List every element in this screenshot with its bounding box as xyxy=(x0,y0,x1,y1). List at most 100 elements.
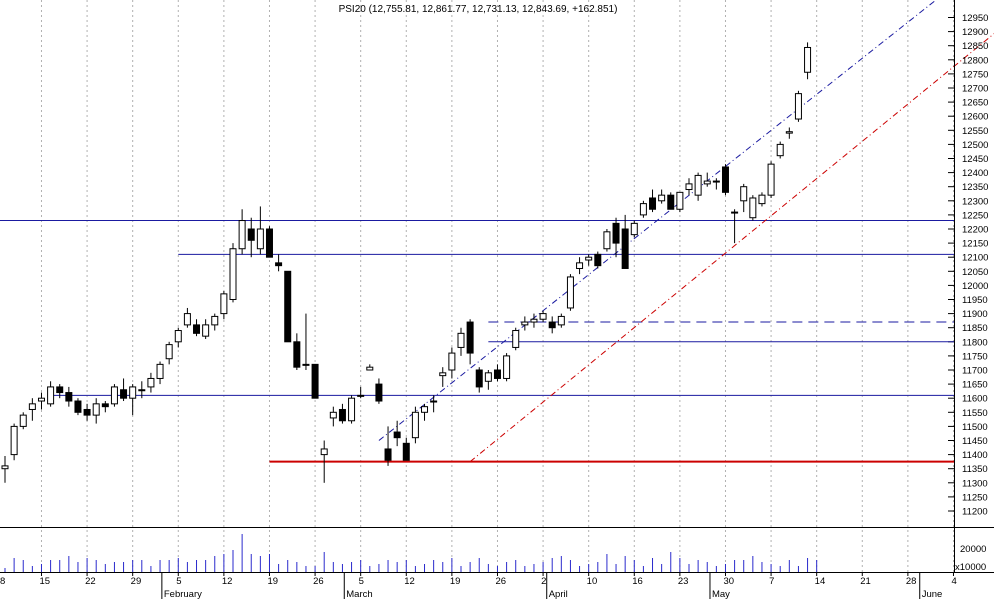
candle-body xyxy=(448,352,456,371)
y-tick-label: 11750 xyxy=(962,351,988,362)
candle-body xyxy=(110,386,118,405)
candle xyxy=(776,141,784,159)
candle-body xyxy=(411,411,419,439)
candle-body xyxy=(357,394,365,397)
candle-body xyxy=(37,397,45,402)
candle xyxy=(594,251,602,269)
candle-body xyxy=(56,386,64,394)
candle-body xyxy=(776,143,784,157)
x-tick-label: 15 xyxy=(39,576,50,587)
y-tick-label: 12950 xyxy=(962,13,988,24)
candle-body xyxy=(758,194,766,205)
candle xyxy=(740,183,748,213)
candle xyxy=(402,437,410,461)
candle-body xyxy=(92,403,100,416)
candle xyxy=(712,178,720,190)
x-tick-label: 26 xyxy=(313,576,324,587)
candle-body xyxy=(129,386,137,399)
chart-title: PSI20 (12,755.81, 12,861.77, 12,731.13, … xyxy=(339,4,618,15)
y-tick-label: 11500 xyxy=(962,422,988,433)
candle-body xyxy=(402,442,410,461)
candle-body xyxy=(202,324,210,337)
volume-unit-label: x10000 xyxy=(955,562,986,573)
candle-body xyxy=(147,377,155,388)
candle-body xyxy=(229,248,237,301)
candle xyxy=(366,364,374,371)
candle-body xyxy=(375,383,383,402)
candle-body xyxy=(475,369,483,388)
candle-body xyxy=(65,392,73,402)
candle xyxy=(211,313,219,331)
month-label: April xyxy=(549,589,568,599)
candle xyxy=(83,403,91,421)
candle xyxy=(193,319,201,337)
candle xyxy=(721,164,729,196)
candle xyxy=(229,243,237,303)
candle-body xyxy=(767,163,775,196)
candle-body xyxy=(694,174,702,196)
candle-body xyxy=(74,400,82,413)
candle-body xyxy=(174,330,182,343)
candle-body xyxy=(649,197,657,210)
candle xyxy=(758,192,766,207)
candle xyxy=(621,214,629,269)
candle-body xyxy=(165,344,173,360)
candle xyxy=(421,403,429,421)
candle xyxy=(393,420,401,447)
candle-body xyxy=(566,276,574,309)
x-tick-label: 14 xyxy=(815,576,826,587)
candle-body xyxy=(548,321,556,329)
candle xyxy=(357,386,365,399)
y-tick-label: 11400 xyxy=(962,450,988,461)
candle-body xyxy=(703,180,711,185)
candle-body xyxy=(731,211,739,214)
candle xyxy=(667,192,675,210)
candle xyxy=(129,384,137,416)
candle xyxy=(384,426,392,466)
candle xyxy=(411,406,419,444)
x-tick-label: 19 xyxy=(267,576,278,587)
candle xyxy=(47,381,55,407)
candle xyxy=(293,333,301,370)
candle-body xyxy=(785,131,793,134)
candle-body xyxy=(539,313,547,320)
y-tick-label: 12650 xyxy=(962,98,988,109)
candle xyxy=(804,42,812,80)
candle-body xyxy=(311,363,319,399)
x-tick-label: 29 xyxy=(131,576,142,587)
candle xyxy=(557,313,565,328)
x-tick-label: 10 xyxy=(587,576,598,587)
candle xyxy=(183,307,191,328)
candle xyxy=(548,316,556,334)
candle-body xyxy=(530,318,538,323)
candle-body xyxy=(293,341,301,368)
candle-body xyxy=(138,389,146,392)
x-tick-label: 12 xyxy=(404,576,415,587)
y-tick-label: 12150 xyxy=(962,239,988,250)
x-tick-label: 8 xyxy=(0,576,5,587)
candle xyxy=(174,327,182,348)
y-tick-label: 12350 xyxy=(962,182,988,193)
month-label: February xyxy=(164,589,202,599)
y-tick-label: 12850 xyxy=(962,41,988,52)
candle xyxy=(658,189,666,204)
candle-body xyxy=(393,431,401,439)
candle xyxy=(320,440,328,483)
volume-bars xyxy=(4,534,818,572)
y-tick-label: 11700 xyxy=(962,366,988,377)
y-tick-label: 11550 xyxy=(962,408,988,419)
candle xyxy=(503,353,511,382)
candle-body xyxy=(193,324,201,334)
y-tick-label: 12300 xyxy=(962,196,988,207)
candle xyxy=(484,370,492,390)
candle xyxy=(348,395,356,424)
candle xyxy=(56,384,64,399)
vertical-grid xyxy=(40,0,954,572)
candle-body xyxy=(320,448,328,456)
candle-body xyxy=(503,355,511,379)
candle-body xyxy=(338,408,346,422)
candle-body xyxy=(10,425,18,456)
candle xyxy=(521,316,529,331)
trend-lines xyxy=(378,0,994,463)
candle xyxy=(649,189,657,213)
